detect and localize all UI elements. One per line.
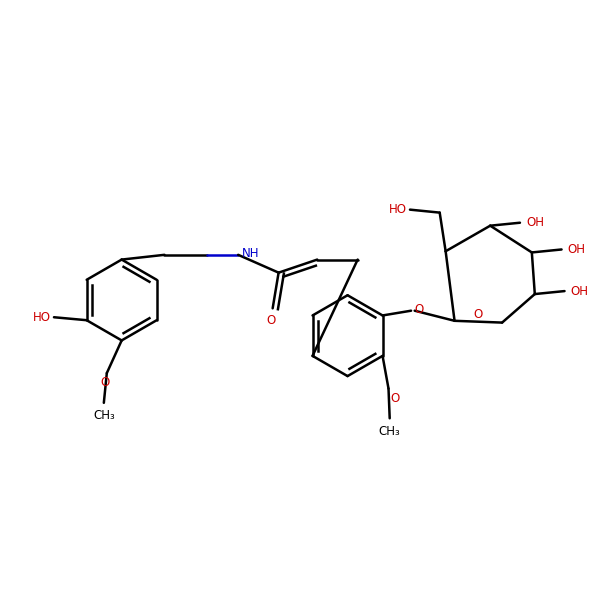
Text: HO: HO: [389, 203, 407, 216]
Text: CH₃: CH₃: [93, 409, 115, 422]
Text: CH₃: CH₃: [379, 425, 401, 438]
Text: NH: NH: [242, 247, 259, 260]
Text: OH: OH: [571, 284, 589, 298]
Text: O: O: [415, 303, 424, 316]
Text: HO: HO: [33, 311, 51, 324]
Text: O: O: [267, 314, 276, 327]
Text: O: O: [390, 392, 400, 404]
Text: O: O: [474, 308, 483, 321]
Text: O: O: [101, 376, 110, 389]
Text: OH: OH: [568, 243, 586, 256]
Text: OH: OH: [526, 216, 544, 229]
